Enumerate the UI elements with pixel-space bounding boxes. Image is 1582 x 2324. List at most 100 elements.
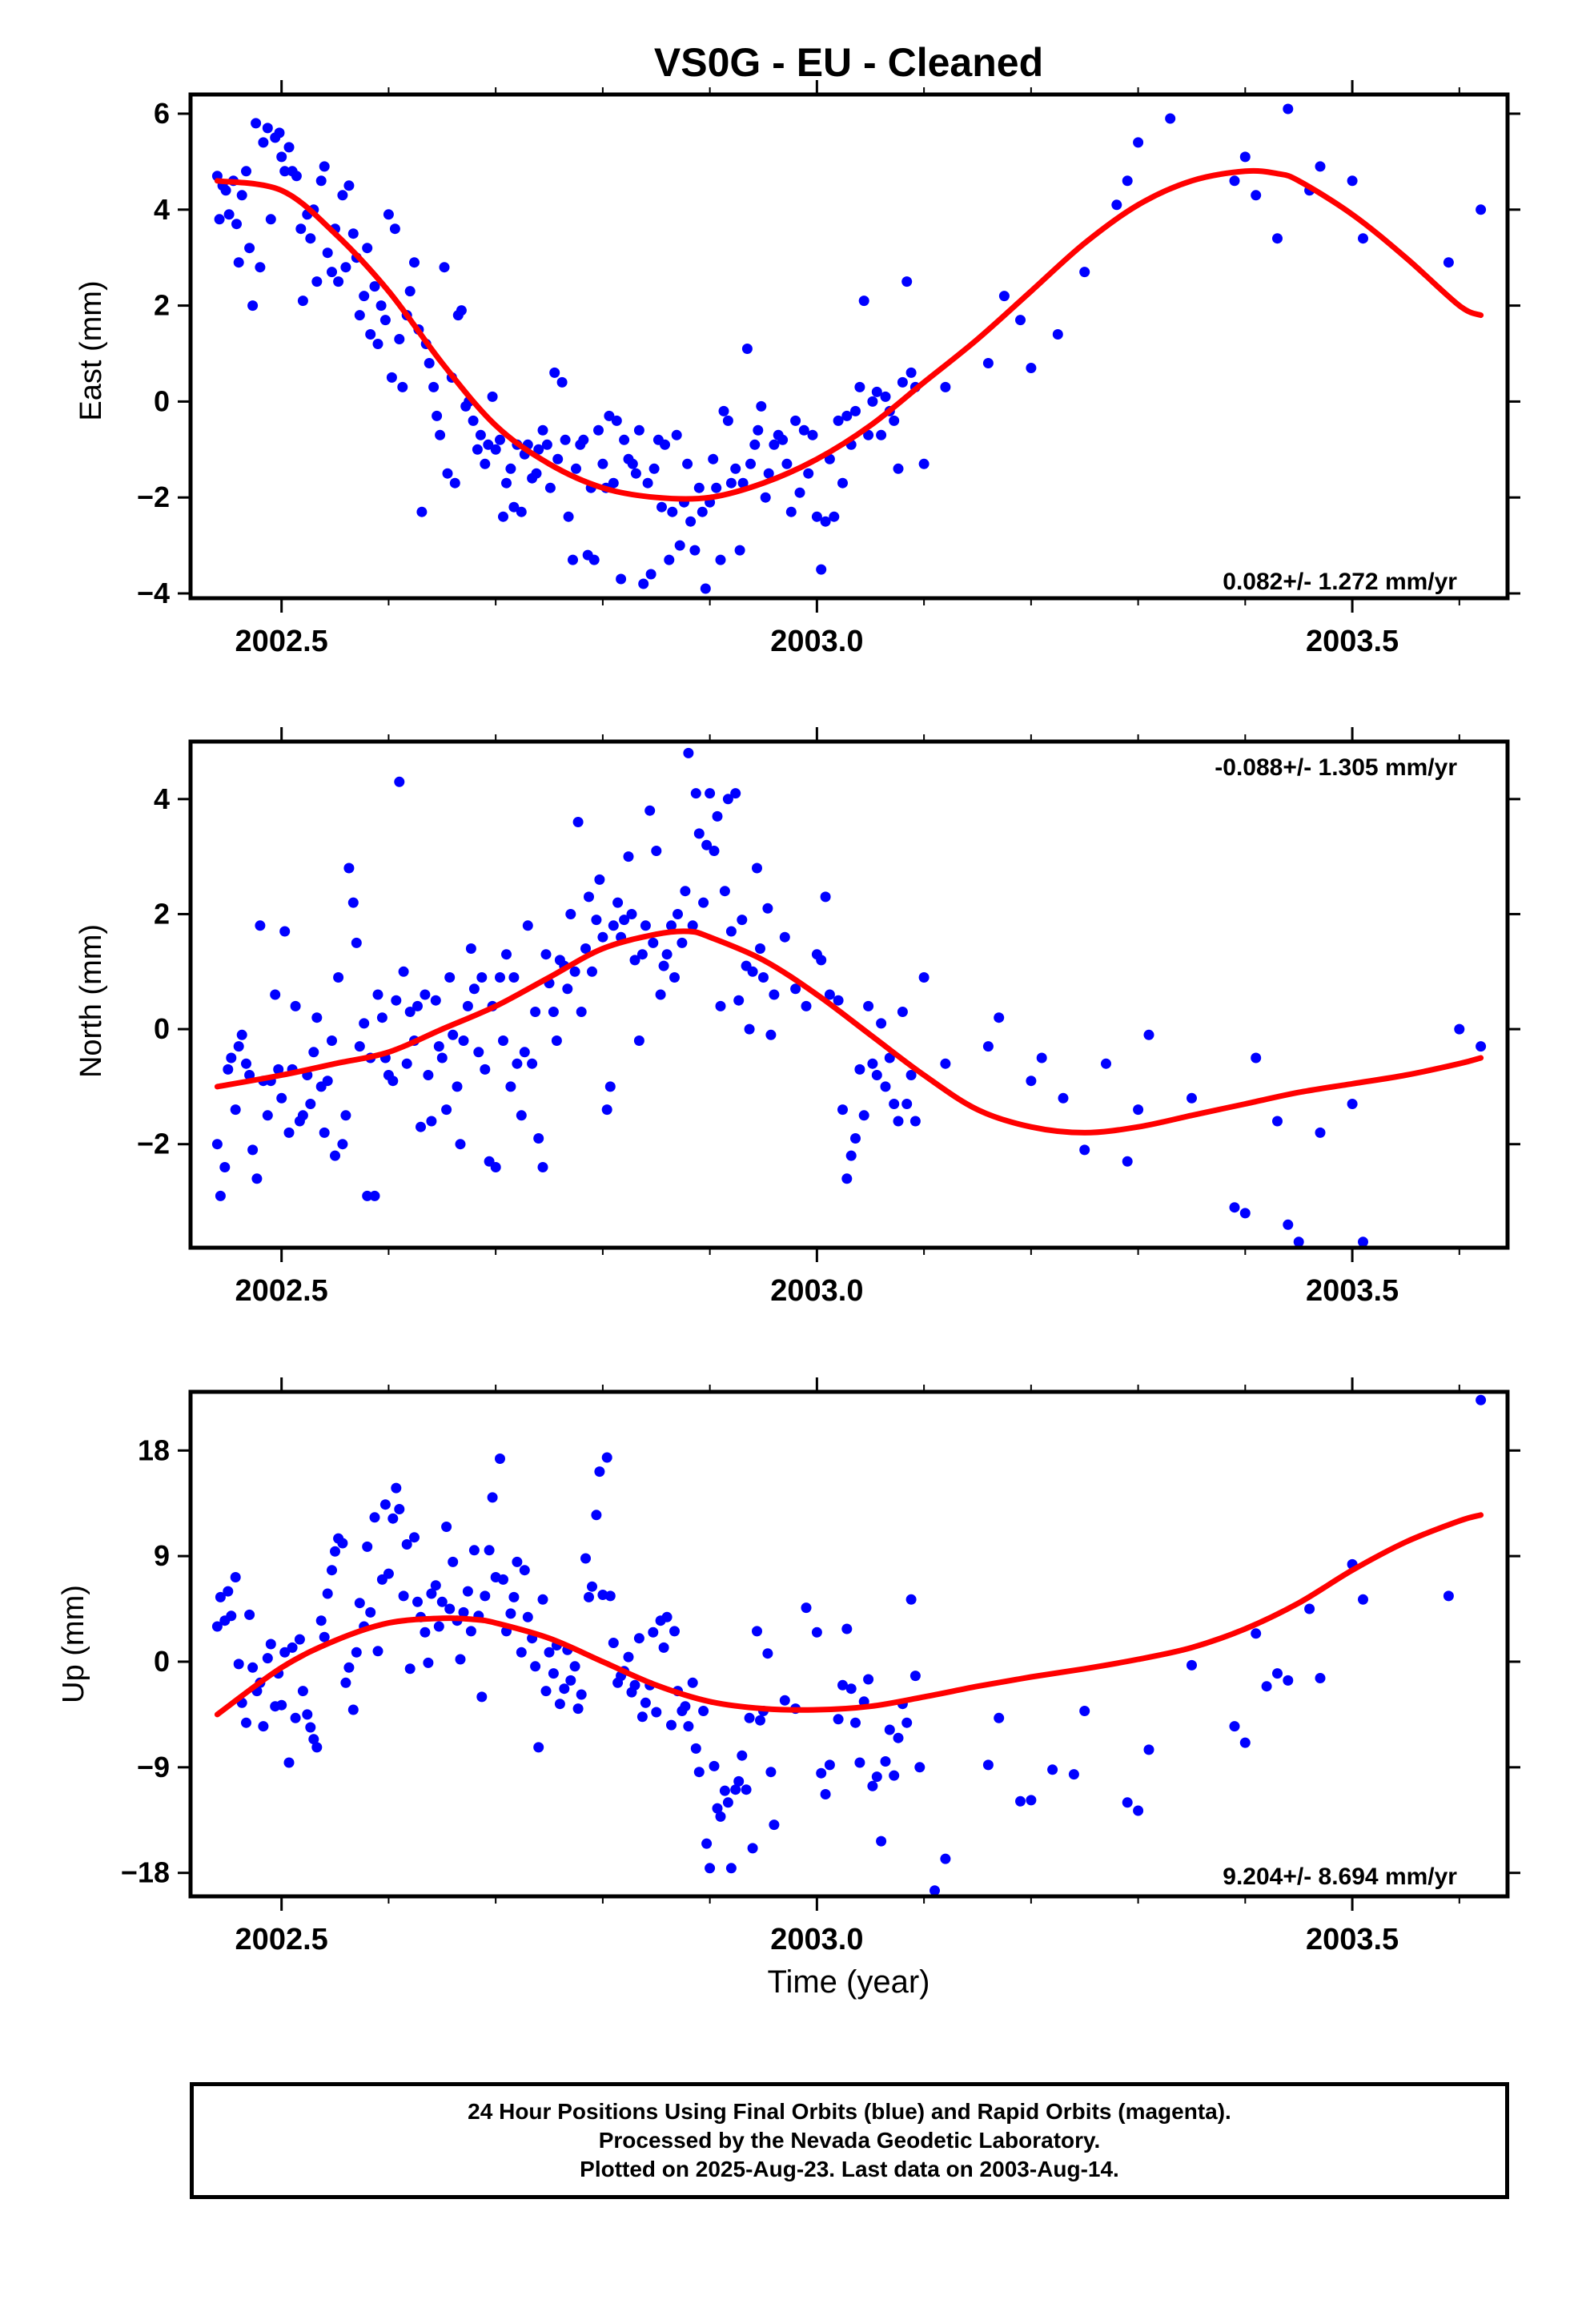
north-points <box>211 747 1487 1248</box>
north-ytick-label: 4 <box>154 782 170 815</box>
north-point <box>219 1162 231 1172</box>
up-point <box>448 1556 459 1567</box>
north-point <box>658 960 669 971</box>
north-point <box>701 839 713 850</box>
up-point <box>265 1638 276 1650</box>
north-point <box>226 1052 237 1063</box>
north-point <box>893 1116 904 1127</box>
up-point <box>680 1701 691 1712</box>
up-point <box>458 1606 469 1618</box>
north-point <box>765 1029 777 1040</box>
north-point <box>369 1190 380 1201</box>
north-point <box>430 995 441 1006</box>
east-point <box>645 569 656 580</box>
north-point <box>433 1041 444 1052</box>
east-point <box>638 578 649 589</box>
east-point <box>255 262 266 273</box>
up-point <box>854 1757 865 1768</box>
east-point <box>247 300 259 312</box>
east-point <box>262 123 273 134</box>
up-point <box>733 1775 745 1787</box>
east-point <box>737 477 749 489</box>
north-point <box>758 972 769 983</box>
north-point <box>452 1081 463 1092</box>
east-point <box>347 228 359 239</box>
north-point <box>715 1000 726 1011</box>
up-point <box>1272 1668 1283 1679</box>
east-point <box>708 453 719 464</box>
up-point <box>498 1574 508 1585</box>
up-point <box>651 1707 662 1718</box>
up-point <box>409 1532 420 1543</box>
north-point <box>1358 1236 1368 1248</box>
east-point <box>880 391 891 402</box>
east-point <box>841 410 853 421</box>
up-point <box>841 1623 853 1634</box>
east-ytick-label: 6 <box>154 97 170 130</box>
up-frame <box>188 1389 1510 1899</box>
up-point <box>233 1659 244 1670</box>
east-point <box>490 444 501 455</box>
east-point <box>760 492 771 503</box>
up-point <box>690 1743 701 1754</box>
east-point <box>333 276 344 287</box>
east-point <box>337 190 348 201</box>
north-point <box>884 1052 895 1063</box>
up-point <box>719 1785 730 1796</box>
east-point <box>781 458 793 469</box>
up-point <box>1229 1721 1240 1732</box>
north-point <box>905 1070 917 1080</box>
north-point <box>876 1018 887 1029</box>
east-point <box>893 463 904 474</box>
east-point <box>1026 363 1037 373</box>
up-point <box>290 1712 301 1723</box>
east-point <box>563 511 574 522</box>
north-point <box>340 1110 351 1121</box>
north-point <box>587 966 597 977</box>
north-ytick-label: 0 <box>154 1012 170 1045</box>
east-point <box>220 185 231 196</box>
up-point <box>893 1732 904 1743</box>
up-point <box>930 1885 940 1896</box>
north-point <box>601 1104 612 1116</box>
north-point <box>644 805 656 816</box>
up-point <box>258 1721 269 1732</box>
east-ytick-label: −4 <box>137 577 170 609</box>
up-point <box>633 1633 644 1644</box>
east-point <box>722 415 733 426</box>
north-point <box>448 1029 459 1040</box>
east-point <box>1315 161 1326 172</box>
north-point <box>327 1035 337 1046</box>
north-point <box>698 897 709 908</box>
east-point <box>833 415 844 426</box>
north-point <box>530 1007 541 1017</box>
east-point <box>807 429 818 440</box>
north-point <box>867 1058 878 1069</box>
east-point <box>468 415 479 426</box>
east-point <box>850 405 861 416</box>
east-point <box>633 424 644 436</box>
up-point <box>1476 1394 1487 1405</box>
north-point <box>909 1116 921 1127</box>
north-point <box>330 1150 340 1161</box>
up-point <box>305 1722 316 1733</box>
up-point <box>648 1626 659 1638</box>
north-point <box>426 1116 437 1127</box>
north-point <box>473 1047 484 1058</box>
north-point <box>401 1058 412 1069</box>
north-point <box>1122 1156 1133 1167</box>
east-point <box>597 458 608 469</box>
east-point <box>608 477 619 489</box>
east-fit-line <box>214 167 1484 502</box>
north-point <box>683 747 694 758</box>
up-point <box>658 1642 669 1653</box>
east-point <box>820 516 831 527</box>
east-xtick-label: 2003.0 <box>770 625 863 658</box>
up-point <box>283 1757 295 1768</box>
north-point <box>305 1099 316 1109</box>
east-point <box>901 276 913 287</box>
east-point <box>531 468 542 479</box>
east-point <box>667 506 678 517</box>
east-point <box>829 511 840 522</box>
north-point <box>333 972 344 983</box>
